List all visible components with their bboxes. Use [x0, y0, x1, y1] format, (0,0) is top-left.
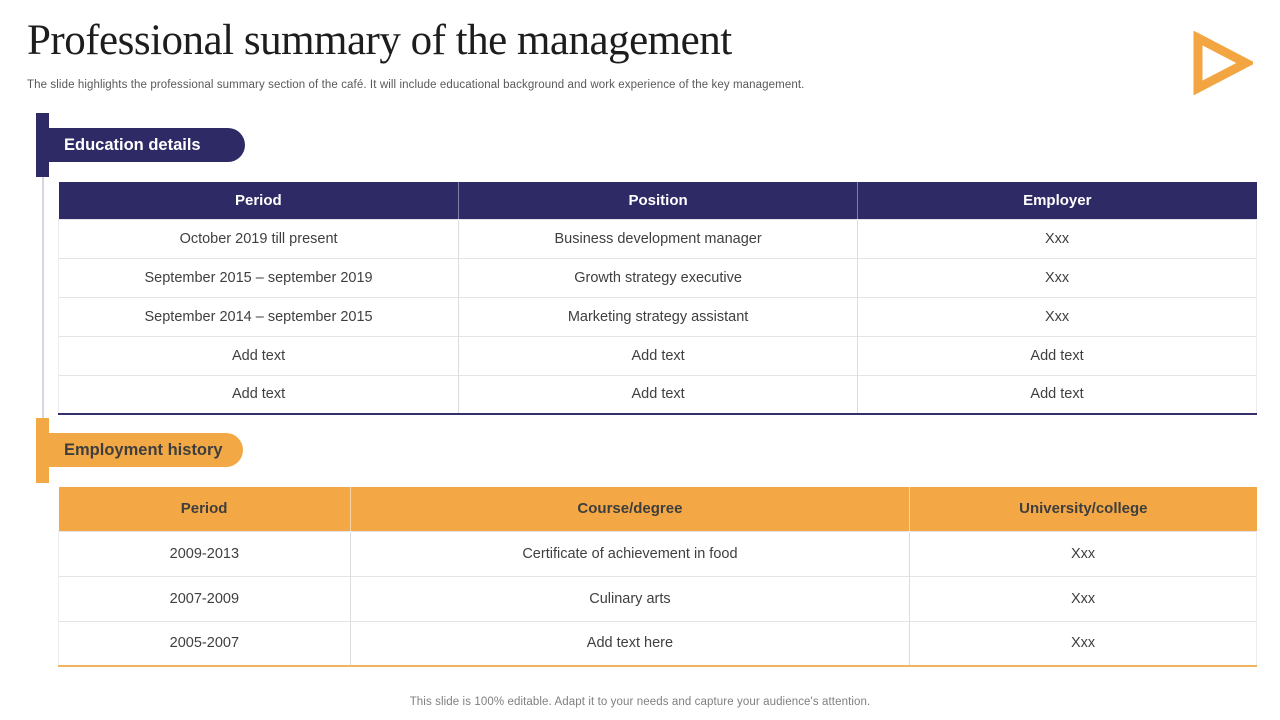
table-cell[interactable]: Add text: [857, 335, 1257, 375]
table-row: 2005-2007 Add text here Xxx: [58, 620, 1257, 666]
table-row: October 2019 till present Business develo…: [57, 218, 1257, 258]
column-header: Period: [58, 487, 351, 531]
column-header: Employer: [857, 182, 1257, 219]
table-cell: Marketing strategy assistant: [458, 296, 859, 336]
table-header-row: Period Course/degree University/college: [58, 487, 1257, 531]
footer-note: This slide is 100% editable. Adapt it to…: [409, 696, 871, 708]
education-badge-bar: [36, 113, 49, 177]
table-cell[interactable]: Xxx: [909, 530, 1257, 576]
employment-badge-bar: [36, 418, 49, 483]
section-connector-line: [42, 177, 44, 418]
table-cell[interactable]: Add text: [458, 335, 859, 375]
education-section-label: Education details: [49, 128, 245, 162]
page-title: Professional summary of the management: [27, 17, 732, 64]
table-header-row: Period Position Employer: [58, 182, 1257, 219]
column-header: Course/degree: [350, 487, 911, 531]
table-cell: September 2015 – september 2019: [57, 257, 460, 297]
table-row: September 2015 – september 2019 Growth st…: [57, 257, 1257, 297]
table-cell: Culinary arts: [349, 575, 911, 621]
column-header: University/college: [909, 487, 1257, 531]
table-row: 2009-2013 Certificate of achievement in f…: [58, 530, 1257, 576]
table-row: Add text Add text Add text: [57, 374, 1257, 414]
table-cell: 2009-2013: [58, 530, 351, 576]
table-cell[interactable]: Add text: [458, 374, 859, 414]
table-cell: Business development manager: [458, 218, 859, 258]
table-cell[interactable]: Xxx: [857, 218, 1257, 258]
table-cell[interactable]: Add text here: [349, 620, 911, 666]
table-cell: Growth strategy executive: [458, 257, 859, 297]
table-cell: 2007-2009: [58, 575, 351, 621]
column-header: Period: [58, 182, 460, 219]
page-subtitle: The slide highlights the professional su…: [27, 79, 805, 91]
table-row: September 2014 – september 2015 Marketing…: [57, 296, 1257, 336]
table-cell[interactable]: Add text: [57, 335, 460, 375]
table-row: 2007-2009 Culinary arts Xxx: [58, 575, 1257, 621]
table-row: Add text Add text Add text: [57, 335, 1257, 375]
table-cell: 2005-2007: [58, 620, 351, 666]
employment-table: Period Course/degree University/college 20…: [58, 487, 1257, 667]
table-cell[interactable]: Xxx: [909, 620, 1257, 666]
employment-section-label: Employment history: [49, 433, 243, 467]
table-cell: September 2014 – september 2015: [57, 296, 460, 336]
table-cell[interactable]: Xxx: [857, 257, 1257, 297]
table-cell: Certificate of achievement in food: [349, 530, 911, 576]
table-cell[interactable]: Xxx: [909, 575, 1257, 621]
next-arrow-icon: [1193, 31, 1253, 95]
column-header: Position: [458, 182, 859, 219]
table-cell: October 2019 till present: [57, 218, 460, 258]
table-cell[interactable]: Add text: [57, 374, 460, 414]
table-cell[interactable]: Add text: [857, 374, 1257, 414]
education-table: Period Position Employer October 2019 till…: [57, 182, 1257, 415]
table-cell[interactable]: Xxx: [857, 296, 1257, 336]
